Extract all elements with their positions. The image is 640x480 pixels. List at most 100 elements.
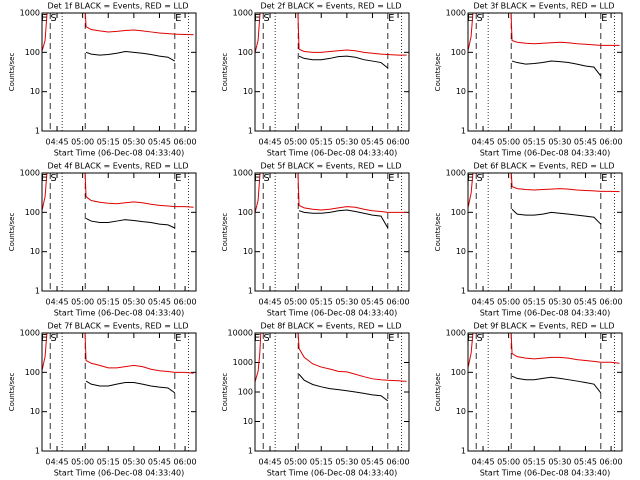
annotation: S: [263, 333, 269, 344]
x-tick-label: 05:00: [497, 138, 520, 147]
x-tick-label: 05:15: [523, 458, 546, 467]
annotation: E: [175, 173, 181, 184]
panel: Det 1f BLACK = Events, RED = LLD Start Ti…: [8, 2, 197, 158]
y-tick-label: 100: [451, 208, 466, 217]
x-tick-label: 05:45: [574, 138, 597, 147]
series-line: [85, 380, 176, 394]
x-tick-label: 04:45: [45, 298, 68, 307]
panel: Det 3f BLACK = Events, RED = LLD Start Ti…: [434, 2, 623, 158]
y-tick-label: 10: [456, 247, 466, 256]
x-axis-label: Start Time (06-Dec-08 04:33:40): [480, 149, 611, 158]
y-axis-label: Counts/sec: [8, 373, 16, 412]
x-tick-label: 05:30: [548, 298, 571, 307]
annotation: E: [41, 333, 47, 344]
annotation: E: [254, 173, 260, 184]
y-tick-label: 100: [451, 368, 466, 377]
chart-title: Det 9f BLACK = Events, RED = LLD: [473, 322, 614, 331]
plot-frame: [41, 332, 197, 452]
x-tick-label: 05:15: [523, 138, 546, 147]
x-tick-label: 05:00: [284, 298, 307, 307]
x-tick-label: 04:45: [258, 138, 281, 147]
x-tick-label: 06:00: [387, 138, 410, 147]
x-tick-label: 05:45: [361, 458, 384, 467]
y-tick-label: 100: [25, 208, 40, 217]
x-tick-label: 04:45: [471, 138, 494, 147]
x-axis-label: Start Time (06-Dec-08 04:33:40): [480, 469, 611, 478]
annotation: E: [388, 333, 394, 344]
y-axis-label: Counts/sec: [434, 53, 442, 92]
annotation: S: [476, 173, 482, 184]
series-line: [255, 13, 407, 56]
x-axis-label: Start Time (06-Dec-08 04:33:40): [480, 309, 611, 318]
x-tick-label: 05:30: [548, 138, 571, 147]
x-axis-label: Start Time (06-Dec-08 04:33:40): [267, 149, 398, 158]
y-axis-label: Counts/sec: [221, 53, 229, 92]
y-tick-label: 1000: [446, 169, 466, 178]
x-tick-label: 04:45: [471, 298, 494, 307]
y-tick-label: 1000: [446, 329, 466, 338]
x-tick-label: 05:00: [71, 298, 94, 307]
x-tick-label: 05:45: [361, 298, 384, 307]
annotation: E: [175, 333, 181, 344]
y-tick-label: 10: [30, 407, 40, 416]
x-tick-label: 05:15: [310, 298, 333, 307]
annotation: E: [467, 333, 473, 344]
panel: Det 9f BLACK = Events, RED = LLD Start Ti…: [434, 322, 623, 478]
x-tick-label: 05:45: [148, 298, 171, 307]
annotation: S: [50, 13, 56, 24]
x-tick-label: 05:15: [97, 458, 120, 467]
chart-title: Det 2f BLACK = Events, RED = LLD: [260, 2, 401, 11]
y-axis-label: Counts/sec: [434, 213, 442, 252]
panel: Det 7f BLACK = Events, RED = LLD Start Ti…: [8, 322, 197, 478]
y-axis-label: Counts/sec: [8, 53, 16, 92]
y-tick-label: 1000: [20, 9, 40, 18]
x-tick-label: 05:00: [284, 458, 307, 467]
annotation: E: [467, 13, 473, 24]
x-axis-label: Start Time (06-Dec-08 04:33:40): [267, 469, 398, 478]
chart-title: Det 6f BLACK = Events, RED = LLD: [473, 162, 614, 171]
series-line: [511, 375, 602, 394]
annotation: E: [254, 13, 260, 24]
x-tick-label: 05:30: [122, 458, 145, 467]
y-tick-label: 100: [238, 48, 253, 57]
y-tick-label: 1: [461, 127, 466, 136]
series-line: [298, 209, 389, 229]
x-tick-label: 06:00: [387, 298, 410, 307]
x-tick-label: 06:00: [600, 458, 623, 467]
series-line: [42, 13, 194, 53]
plot-frame: [41, 172, 197, 292]
x-tick-label: 06:00: [174, 138, 197, 147]
y-tick-label: 100: [451, 48, 466, 57]
plot-frame: [467, 12, 623, 132]
annotation: S: [50, 173, 56, 184]
annotation: E: [467, 173, 473, 184]
x-tick-label: 05:00: [71, 458, 94, 467]
x-tick-label: 05:15: [97, 298, 120, 307]
y-tick-label: 10: [243, 247, 253, 256]
y-tick-label: 100: [25, 368, 40, 377]
x-tick-label: 06:00: [174, 458, 197, 467]
x-tick-label: 04:45: [258, 458, 281, 467]
y-axis-label: Counts/sec: [221, 373, 229, 412]
plot-frame: [467, 332, 623, 452]
series-line: [255, 173, 407, 215]
x-tick-label: 05:30: [335, 298, 358, 307]
x-tick-label: 05:15: [310, 458, 333, 467]
series-line: [468, 13, 620, 53]
y-axis-label: Counts/sec: [434, 373, 442, 412]
panel: Det 5f BLACK = Events, RED = LLD Start Ti…: [221, 162, 410, 318]
annotation: E: [388, 173, 394, 184]
x-tick-label: 05:15: [523, 298, 546, 307]
y-tick-label: 1000: [446, 9, 466, 18]
y-tick-label: 1: [35, 447, 40, 456]
annotation: S: [263, 13, 269, 24]
chart-title: Det 8f BLACK = Events, RED = LLD: [260, 322, 401, 331]
annotation: E: [41, 173, 47, 184]
series-line: [85, 50, 176, 62]
y-tick-label: 1000: [233, 9, 253, 18]
x-tick-label: 05:15: [97, 138, 120, 147]
x-axis-label: Start Time (06-Dec-08 04:33:40): [54, 309, 185, 318]
y-tick-label: 1: [248, 127, 253, 136]
x-tick-label: 04:45: [258, 298, 281, 307]
x-tick-label: 06:00: [174, 298, 197, 307]
